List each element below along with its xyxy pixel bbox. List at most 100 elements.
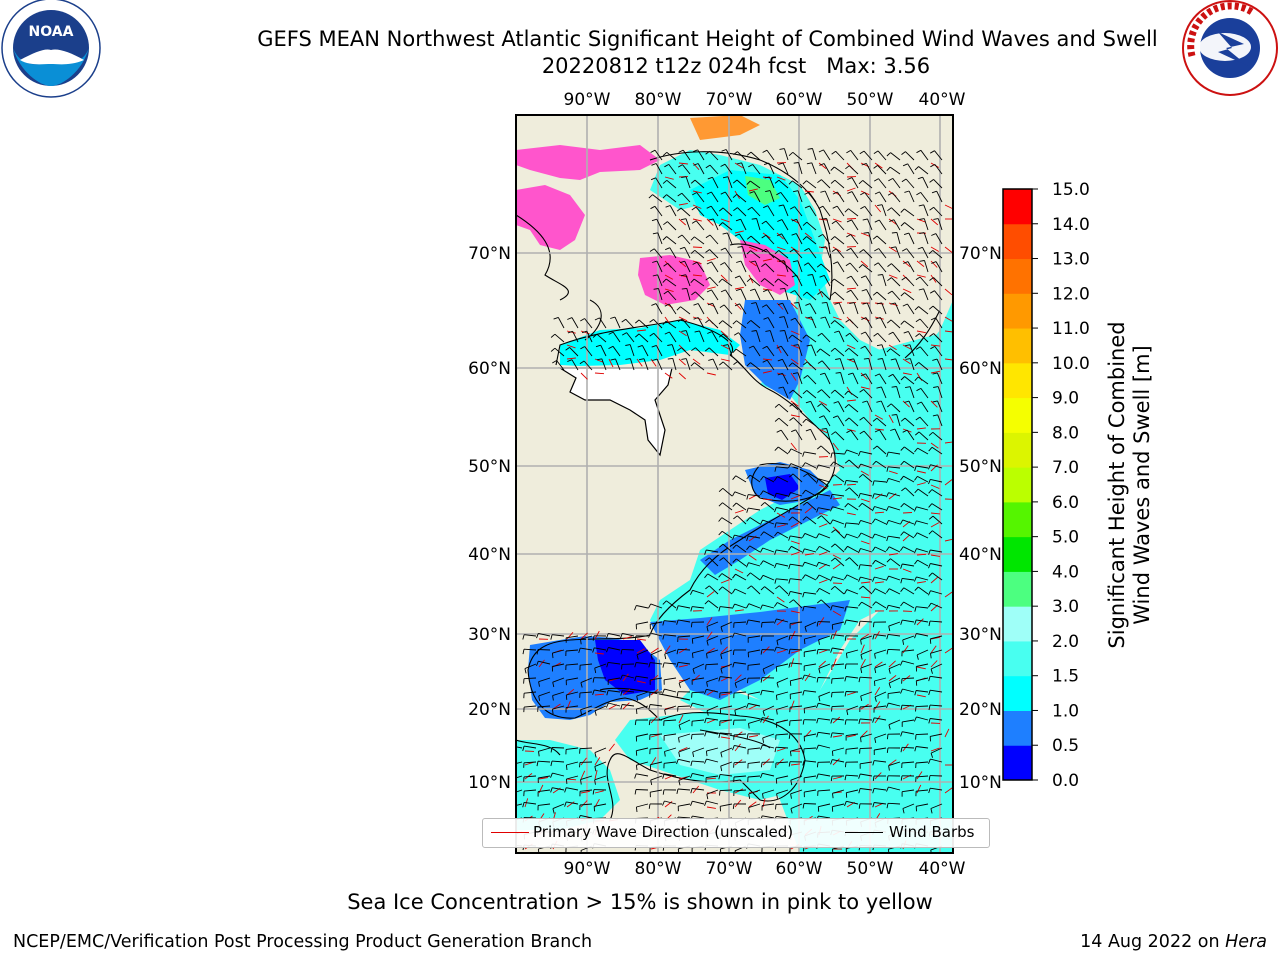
- wind-barb: [666, 179, 677, 189]
- wind-barb-feather: [732, 649, 735, 656]
- wind-barb: [863, 389, 873, 399]
- wind-barb-feather: [648, 662, 651, 668]
- wind-barb: [668, 164, 677, 175]
- wind-barb-feather: [764, 176, 770, 179]
- wind-barb: [738, 332, 747, 343]
- wave-direction-arrow: [790, 330, 800, 335]
- wave-direction-arrow: [888, 553, 898, 556]
- wind-barb: [680, 306, 691, 315]
- wind-barb-feather: [803, 375, 808, 379]
- wind-barb: [706, 635, 719, 642]
- wind-barb-feather: [804, 191, 810, 195]
- figure-title-line1: GEFS MEAN Northwest Atlantic Significant…: [257, 27, 1158, 51]
- wind-barb-feather: [720, 766, 723, 772]
- wind-barb: [697, 149, 705, 161]
- wind-barb-feather: [830, 166, 835, 171]
- wave-direction-arrow: [706, 617, 713, 626]
- wind-barb-feather: [760, 502, 766, 507]
- wind-barb: [523, 761, 537, 764]
- wind-barb-feather: [625, 344, 631, 346]
- wind-barb-feather: [565, 694, 568, 700]
- wind-barb-feather: [734, 275, 740, 279]
- wind-barb-feather: [777, 219, 783, 222]
- wind-barb-feather: [747, 206, 753, 211]
- wind-barb: [749, 517, 761, 525]
- wind-barb-feather: [886, 558, 891, 563]
- wave-direction-arrow: [930, 370, 940, 374]
- lat-label-left-1: 60°N: [468, 359, 511, 379]
- wind-barb-feather: [550, 347, 556, 352]
- wind-barb: [916, 663, 929, 667]
- wind-barb-feather: [718, 774, 721, 780]
- wind-barb-feather: [858, 451, 861, 457]
- wind-barb-feather: [718, 320, 723, 325]
- wind-barb: [791, 334, 803, 343]
- wind-barb: [809, 303, 817, 315]
- wave-direction-arrow: [776, 512, 786, 518]
- wind-barb-feather: [620, 690, 623, 696]
- wind-barb: [818, 478, 831, 483]
- wind-barb: [692, 772, 705, 777]
- wind-barb: [811, 162, 817, 175]
- wind-barb-feather: [789, 680, 792, 686]
- wind-barb: [794, 206, 803, 217]
- wind-barb: [699, 330, 705, 343]
- wind-barb-feather: [900, 619, 903, 625]
- wind-barb-feather: [802, 674, 805, 680]
- wind-barb-feather: [900, 376, 905, 381]
- wave-direction-arrow: [790, 551, 800, 556]
- wind-barb-feather: [844, 676, 847, 682]
- wind-barb-feather: [817, 179, 822, 184]
- wind-barb: [778, 403, 789, 413]
- wind-barb-feather: [789, 599, 794, 604]
- wind-barb: [537, 760, 551, 763]
- wave-direction-arrow: [608, 743, 615, 752]
- lat-label-left-5: 20°N: [468, 700, 511, 720]
- wind-barb-feather: [706, 205, 712, 209]
- wind-barb-feather: [886, 605, 889, 611]
- wind-barb-feather: [692, 192, 697, 196]
- wind-barb: [664, 662, 677, 665]
- wind-barb: [580, 814, 593, 819]
- wind-barb: [875, 601, 887, 609]
- wind-barb: [915, 705, 929, 708]
- wind-barb: [860, 519, 873, 525]
- wave-direction-arrow: [832, 442, 839, 451]
- wind-barb-feather: [690, 179, 696, 184]
- wind-barb: [719, 789, 733, 792]
- wind-barb-feather: [844, 691, 847, 697]
- wave-direction-arrow: [902, 400, 910, 408]
- wind-barb-feather: [872, 588, 876, 593]
- wind-barb-feather: [872, 802, 875, 808]
- wind-barb-feather: [760, 762, 763, 768]
- wind-barb: [677, 788, 691, 791]
- wind-barb: [853, 302, 859, 315]
- wave-direction-arrow: [580, 770, 586, 780]
- wave-direction-arrow: [748, 704, 758, 710]
- wind-barb-feather: [802, 606, 805, 612]
- wind-barb: [804, 775, 817, 779]
- wind-barb-feather: [705, 150, 710, 155]
- wind-barb-feather: [677, 318, 683, 322]
- wind-barb-feather: [791, 218, 797, 222]
- wave-direction-arrow: [748, 801, 757, 808]
- wave-direction-arrow: [776, 176, 786, 181]
- wind-barb: [860, 691, 873, 697]
- wind-barb: [834, 236, 845, 245]
- wave-direction-arrow: [888, 344, 897, 351]
- wind-barb-feather: [763, 317, 769, 320]
- wind-barb-feather: [691, 653, 694, 659]
- wind-barb-feather: [704, 573, 709, 579]
- wind-barb-feather: [816, 348, 821, 353]
- wind-barb-feather: [886, 786, 889, 792]
- wind-barb-feather: [872, 493, 875, 499]
- wind-barb-feather: [817, 389, 822, 393]
- wind-barb: [734, 603, 747, 609]
- wind-barb-feather: [931, 233, 937, 236]
- colorbar-segment: [1003, 397, 1032, 433]
- wind-barb: [902, 660, 915, 665]
- lat-label-left-4: 30°N: [468, 625, 511, 645]
- colorbar-tick-label: 0.5: [1052, 736, 1079, 756]
- wind-barb-feather: [817, 291, 822, 295]
- wind-barb: [733, 775, 747, 778]
